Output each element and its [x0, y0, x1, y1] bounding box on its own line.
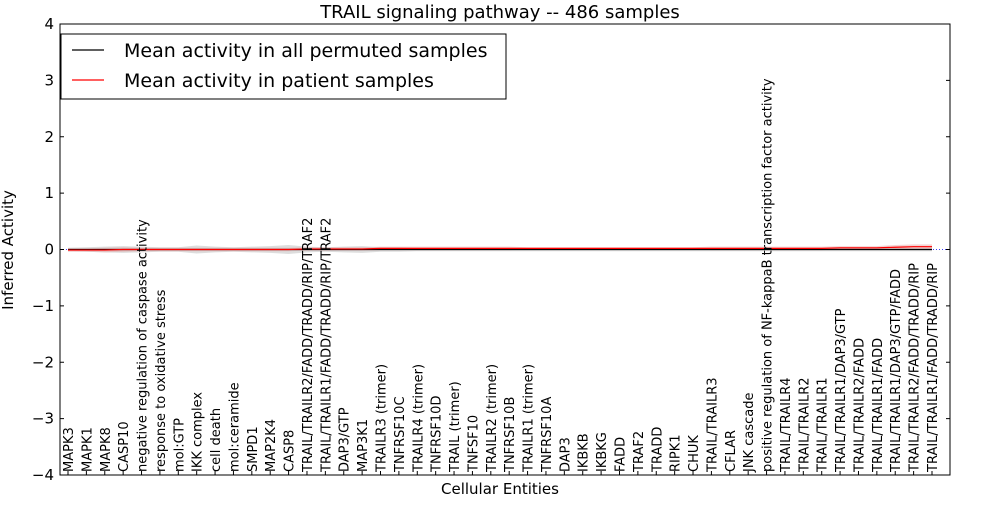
x-tick-label: CHUK [687, 435, 702, 472]
x-tick-label: TRAIL/TRAILR1 [816, 377, 831, 473]
x-tick-label: IKBKG [595, 432, 610, 472]
x-tick-label: TRAILR4 (trimer) [411, 364, 426, 473]
y-tick-label: −4 [32, 466, 54, 484]
y-tick-label: −3 [32, 410, 54, 428]
x-axis-label: Cellular Entities [441, 480, 559, 498]
x-tick-label: DAP3/GTP [338, 407, 353, 472]
y-axis-ticks: −4 −3 −2 −1 0 1 2 3 4 [32, 15, 950, 484]
legend: Mean activity in all permuted samples Me… [60, 33, 507, 100]
x-tick-label: CASP10 [117, 421, 132, 472]
x-tick-label: MAPK3 [62, 427, 77, 472]
x-tick-label: mol:GTP [172, 418, 187, 472]
x-tick-label: TRAIL/TRAILR1/DAP3/GTP/FADD [889, 269, 904, 473]
x-tick-label: TRAIL/TRAILR2/FADD/TRADD/RIP/TRAF2 [301, 218, 316, 473]
x-tick-label: TRAIL (trimer) [448, 381, 463, 473]
x-tick-label: cell death [209, 408, 224, 472]
x-tick-label: TRAILR1 (trimer) [522, 364, 537, 473]
x-tick-label: CFLAR [724, 430, 739, 472]
x-tick-label: TNFSF10 [466, 415, 481, 473]
x-tick-label: IKK complex [191, 392, 206, 472]
x-tick-label: TRAIL/TRAILR4 [779, 377, 794, 473]
x-tick-label: TRADD [650, 427, 665, 473]
series-lines [68, 246, 932, 251]
legend-box [60, 33, 507, 100]
x-tick-label: JNK cascade [742, 393, 757, 473]
chart-title: TRAIL signaling pathway -- 486 samples [319, 2, 680, 23]
x-tick-label: TRAILR2 (trimer) [485, 364, 500, 473]
x-tick-label: TRAIL/TRAILR1/FADD/TRADD/RIP [926, 263, 941, 473]
x-tick-label: TNFRSF10D [430, 396, 445, 473]
x-tick-label: TRAIL/TRAILR2 [797, 377, 812, 473]
x-tick-label: TNFRSF10C [393, 396, 408, 473]
x-tick-label: CASP8 [283, 430, 298, 472]
legend-label-patient: Mean activity in patient samples [124, 70, 434, 92]
y-tick-label: 4 [44, 15, 54, 33]
x-tick-label: TRAIL/TRAILR3 [705, 377, 720, 473]
x-tick-label: RIPK1 [669, 434, 684, 472]
x-tick-label: IKBKB [577, 433, 592, 472]
y-tick-label: −2 [32, 353, 54, 371]
y-tick-label: 1 [44, 184, 54, 202]
x-tick-label: TNFRSF10B [503, 397, 518, 473]
x-tick-label: FADD [613, 437, 628, 472]
series-line-patient [68, 246, 932, 251]
x-tick-label: TRAIL/TRAILR1/FADD [871, 338, 886, 473]
x-tick-label: DAP3 [558, 437, 573, 472]
x-tick-label: TNFRSF10A [540, 397, 555, 473]
plot-frame [59, 23, 951, 476]
x-tick-label: TRAIL/TRAILR1/DAP3/GTP [834, 308, 849, 473]
x-tick-label: MAP3K1 [356, 419, 371, 472]
y-tick-label: 2 [44, 128, 54, 146]
x-tick-label: TRAIL/TRAILR2/FADD/TRADD/RIP [908, 263, 923, 473]
x-tick-label: MAPK1 [80, 427, 95, 472]
x-tick-label: negative regulation of caspase activity [136, 219, 151, 472]
x-tick-label: TRAIL/TRAILR2/FADD [852, 338, 867, 473]
x-tick-label: TRAIL/TRAILR1/FADD/TRADD/RIP/TRAF2 [319, 218, 334, 473]
x-tick-label: TRAF2 [632, 431, 647, 473]
x-tick-label: positive regulation of NF-kappaB transcr… [761, 78, 776, 472]
x-tick-label: MAP2K4 [264, 419, 279, 472]
x-tick-label: mol:ceramide [227, 382, 242, 472]
y-axis-label: Inferred Activity [0, 190, 17, 310]
x-tick-label: SMPD1 [246, 426, 261, 472]
legend-label-permuted: Mean activity in all permuted samples [124, 40, 487, 62]
x-tick-label: TRAILR3 (trimer) [375, 364, 390, 473]
y-tick-label: 0 [44, 241, 54, 259]
y-tick-label: 3 [44, 71, 54, 89]
x-tick-label: MAPK8 [99, 427, 114, 472]
x-tick-label: response to oxidative stress [154, 289, 169, 472]
x-axis-ticks: MAPK3 MAPK1 MAPK8 CASP10 negative regulation… [62, 78, 941, 475]
y-tick-label: −1 [32, 297, 54, 315]
